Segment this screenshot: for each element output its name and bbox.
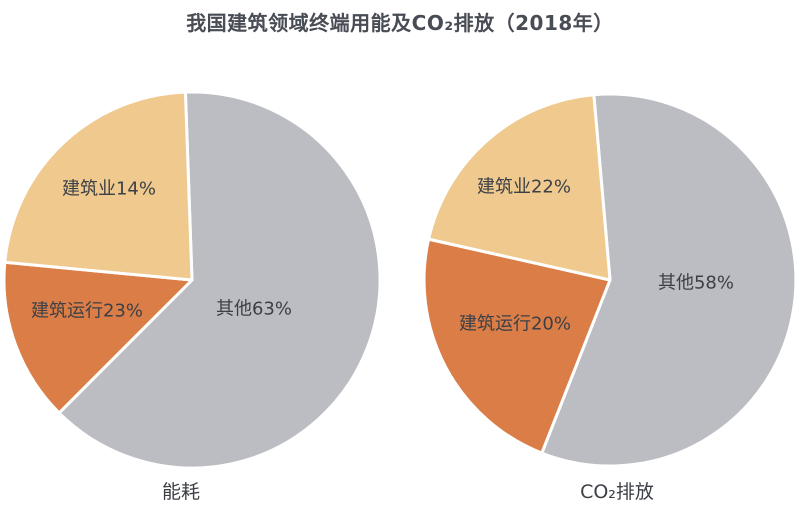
pie-slice (427, 93, 612, 282)
pie-slice (540, 92, 798, 468)
pie-slice (57, 90, 382, 470)
pie-slice (2, 260, 194, 415)
pie-slice-label: 建筑业22% (477, 177, 571, 198)
pie-slice-label: 建筑运行23% (31, 301, 143, 322)
chart-title: 我国建筑领域终端用能及CO₂排放（2018年） (186, 11, 614, 35)
pie-slice-label: 建筑业14% (62, 179, 156, 200)
pie-slice-label: 建筑运行20% (459, 314, 571, 335)
pie-slice (3, 90, 194, 282)
pie-slice-label: 其他58% (658, 273, 734, 294)
pie-slice (422, 237, 612, 455)
pie-slice-label: 其他63% (216, 299, 292, 320)
pie-caption-energy: 能耗 (161, 481, 201, 503)
pie-caption-co2: CO₂排放 (580, 481, 654, 503)
